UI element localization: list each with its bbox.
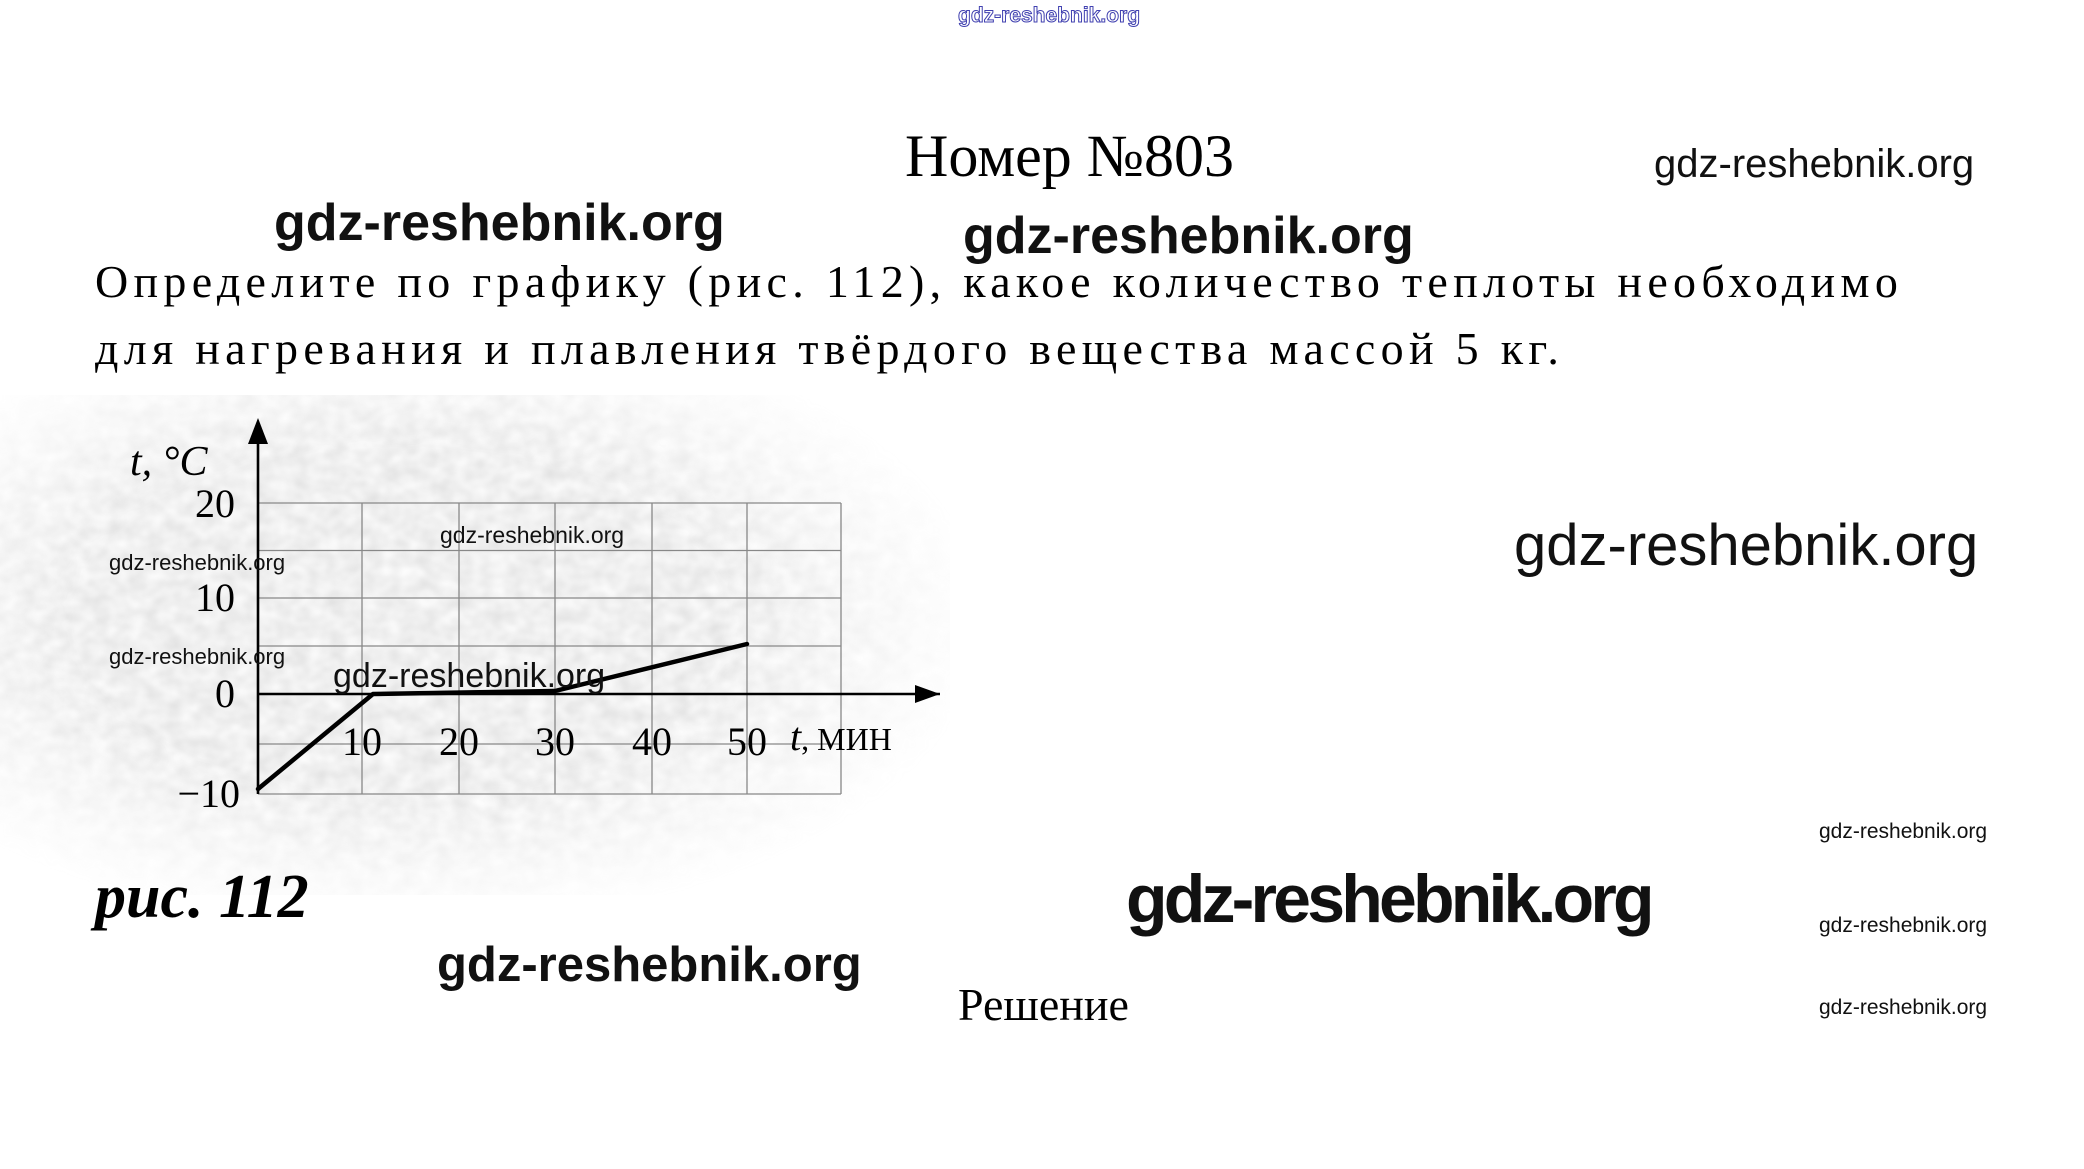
svg-text:−10: −10 bbox=[177, 771, 240, 816]
svg-text:50: 50 bbox=[727, 719, 767, 764]
svg-text:10: 10 bbox=[195, 575, 235, 620]
svg-text:20: 20 bbox=[439, 719, 479, 764]
svg-text:0: 0 bbox=[215, 671, 235, 716]
svg-text:t, °C: t, °C bbox=[130, 439, 208, 485]
svg-text:10: 10 bbox=[342, 719, 382, 764]
svg-text:t, МИН: t, МИН bbox=[790, 714, 892, 759]
svg-text:40: 40 bbox=[632, 719, 672, 764]
svg-text:20: 20 bbox=[195, 481, 235, 526]
svg-text:30: 30 bbox=[535, 719, 575, 764]
